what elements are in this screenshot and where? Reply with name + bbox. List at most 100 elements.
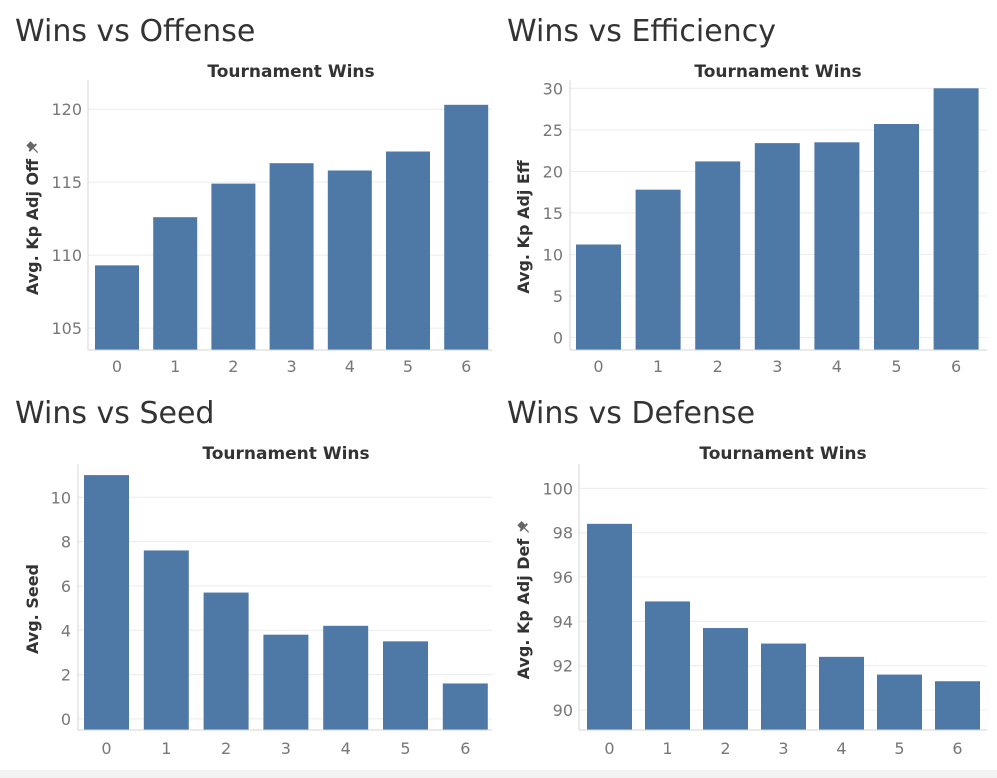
x-tick-label: 2 bbox=[713, 357, 723, 376]
x-tick-label: 4 bbox=[832, 357, 842, 376]
y-tick-label: 92 bbox=[553, 657, 573, 676]
chart-panel-seed: Wins vs Seed bbox=[15, 396, 495, 766]
x-tick-label: 0 bbox=[101, 739, 111, 758]
chart-title: Tournament Wins bbox=[694, 62, 861, 82]
x-tick-label: 1 bbox=[161, 739, 171, 758]
x-tick-label: 6 bbox=[460, 739, 470, 758]
bar-3 bbox=[761, 643, 806, 730]
y-tick-label: 2 bbox=[61, 666, 71, 685]
pin-icon bbox=[26, 141, 39, 153]
bar-3 bbox=[754, 143, 800, 350]
x-tick-label: 5 bbox=[891, 357, 901, 376]
chart-2: Tournament Wins 0 2 4 6 8 10 0 1 2 3 4 5 6 Avg. Seed bbox=[23, 444, 492, 758]
bar-6 bbox=[935, 681, 980, 730]
y-tick-label: 105 bbox=[51, 319, 82, 338]
bar-0 bbox=[95, 265, 139, 350]
y-tick-label: 25 bbox=[543, 121, 563, 140]
bar-2 bbox=[211, 183, 256, 350]
bar-0 bbox=[587, 523, 632, 730]
x-tick-label: 3 bbox=[778, 739, 788, 758]
y-tick-label: 96 bbox=[553, 568, 573, 587]
pin-icon bbox=[517, 520, 530, 533]
bar-5 bbox=[874, 124, 919, 351]
x-tick-label: 0 bbox=[112, 357, 122, 376]
y-tick-label: 15 bbox=[543, 204, 563, 223]
x-tick-label: 2 bbox=[720, 739, 730, 758]
bar-1 bbox=[645, 601, 690, 730]
x-tick-label: 6 bbox=[461, 357, 471, 376]
x-tick-label: 1 bbox=[662, 739, 672, 758]
bar-5 bbox=[386, 151, 430, 350]
panel-title: Wins vs Seed bbox=[15, 396, 215, 431]
x-tick-label: 0 bbox=[604, 739, 614, 758]
bar-3 bbox=[269, 163, 314, 350]
x-tick-label: 6 bbox=[952, 739, 962, 758]
y-tick-label: 30 bbox=[543, 79, 563, 98]
bar-6 bbox=[933, 88, 979, 351]
chart-title: Tournament Wins bbox=[202, 444, 369, 464]
bar-5 bbox=[383, 641, 428, 730]
chart-panel-defense: Wins vs Defense bbox=[507, 396, 992, 766]
bar-6 bbox=[444, 104, 489, 350]
x-tick-label: 5 bbox=[403, 357, 413, 376]
bar-1 bbox=[153, 217, 198, 350]
panel-title: Wins vs Defense bbox=[507, 396, 756, 431]
x-tick-label: 4 bbox=[341, 739, 351, 758]
x-tick-label: 4 bbox=[345, 357, 355, 376]
x-tick-label: 4 bbox=[836, 739, 846, 758]
y-axis-label: Avg. Kp Adj Eff bbox=[514, 159, 533, 294]
x-tick-label: 6 bbox=[951, 357, 961, 376]
y-tick-label: 4 bbox=[61, 621, 71, 640]
bar-5 bbox=[877, 674, 922, 730]
chart-title: Tournament Wins bbox=[699, 444, 866, 464]
y-tick-label: 115 bbox=[51, 173, 82, 192]
x-tick-label: 5 bbox=[894, 739, 904, 758]
x-tick-label: 2 bbox=[221, 739, 231, 758]
x-tick-label: 0 bbox=[593, 357, 603, 376]
y-tick-label: 90 bbox=[553, 701, 573, 720]
bar-1 bbox=[635, 189, 681, 350]
y-tick-label: 0 bbox=[61, 710, 71, 729]
y-tick-label: 94 bbox=[553, 612, 573, 631]
bar-4 bbox=[814, 142, 860, 350]
y-axis-label: Avg. Kp Adj Def bbox=[514, 538, 533, 680]
chart-3: Tournament Wins 90 92 94 96 98 100 0 1 2 3 4 5 6 Avg. … bbox=[514, 444, 987, 758]
x-tick-label: 3 bbox=[287, 357, 297, 376]
bar-2 bbox=[203, 592, 249, 730]
bar-0 bbox=[84, 475, 129, 730]
y-tick-label: 20 bbox=[543, 162, 563, 181]
y-tick-label: 120 bbox=[51, 100, 82, 119]
bar-4 bbox=[323, 625, 369, 730]
y-tick-label: 110 bbox=[51, 246, 82, 265]
y-axis-label: Avg. Kp Adj Off bbox=[23, 158, 42, 295]
bar-4 bbox=[819, 656, 864, 730]
y-tick-label: 6 bbox=[61, 577, 71, 596]
bar-0 bbox=[576, 244, 621, 350]
x-tick-label: 3 bbox=[281, 739, 291, 758]
y-axis-label: Avg. Seed bbox=[23, 564, 42, 654]
x-tick-label: 5 bbox=[400, 739, 410, 758]
y-tick-label: 100 bbox=[542, 479, 573, 498]
bar-3 bbox=[263, 634, 309, 730]
chart-title: Tournament Wins bbox=[207, 62, 374, 82]
bar-2 bbox=[695, 161, 741, 350]
panel-title: Wins vs Offense bbox=[15, 14, 256, 49]
x-tick-label: 3 bbox=[772, 357, 782, 376]
x-tick-label: 1 bbox=[653, 357, 663, 376]
chart-panel-efficiency: Wins vs Efficiency bbox=[507, 14, 992, 386]
x-tick-label: 1 bbox=[170, 357, 180, 376]
y-tick-label: 0 bbox=[553, 329, 563, 348]
bar-6 bbox=[442, 683, 488, 730]
bar-4 bbox=[327, 170, 372, 350]
bar-1 bbox=[143, 550, 189, 730]
chart-1: Tournament Wins 0 5 10 15 20 25 30 0 1 2 3 4 5 6 Avg. K… bbox=[514, 62, 987, 376]
x-tick-label: 2 bbox=[228, 357, 238, 376]
y-tick-label: 98 bbox=[553, 524, 573, 543]
bottom-strip bbox=[0, 770, 997, 778]
y-tick-label: 5 bbox=[553, 287, 563, 306]
panel-title: Wins vs Efficiency bbox=[507, 14, 776, 49]
chart-panel-offense: Wins vs Offense bbox=[15, 14, 495, 386]
chart-0: Tournament Wins 105 110 115 120 0 1 2 3 4 5 6 Avg. K… bbox=[23, 62, 492, 376]
y-tick-label: 10 bbox=[543, 245, 563, 264]
